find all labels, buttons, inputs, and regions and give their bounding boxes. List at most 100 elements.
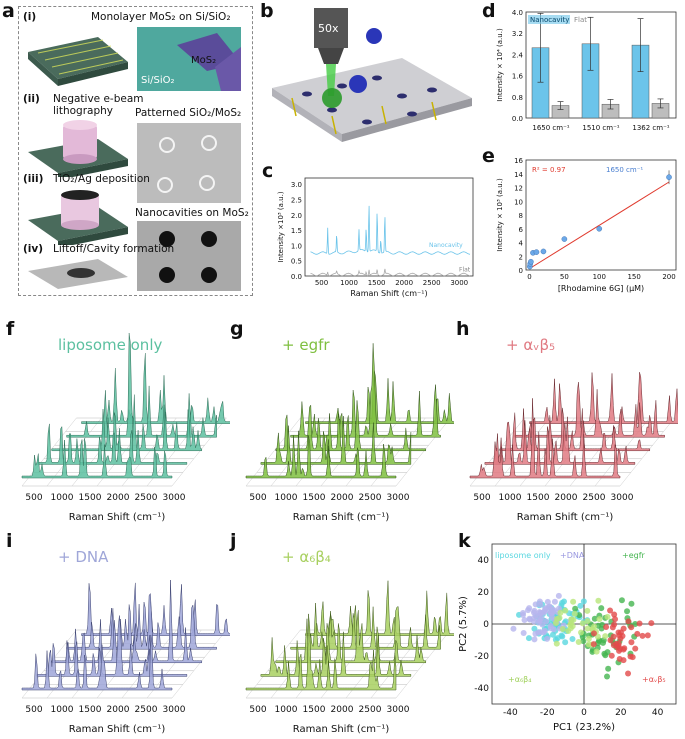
sem-patterned [137,123,241,203]
x-tick-label: 1000 [51,493,74,503]
pca-point [616,655,623,662]
pca-point [632,621,639,628]
x-tick-label: 500 [25,493,42,503]
panel-label-c: c [262,160,274,182]
pca-point [578,629,585,636]
panel-label-f: f [6,318,15,340]
legend-flat: Flat [574,16,587,24]
x-tick-label: 500 [315,279,328,287]
pca-point [531,625,538,632]
spectrum-trace [260,416,412,465]
pca-point [577,602,584,609]
plot-frame [525,159,677,271]
pca-point [537,629,544,636]
pca-point [584,618,591,625]
pca-point [544,635,551,642]
pca-point [525,635,532,642]
pca-point [618,597,625,604]
pca-point [644,632,651,639]
y-axis-title: Intensity × 10⁴ (a.u.) [496,28,504,102]
x-tick-label: 200 [662,273,675,281]
pca-point [568,616,575,623]
x-axis-title: PC1 (23.2%) [553,722,615,733]
y-tick-label: 20 [478,588,490,598]
pca-point [604,613,611,620]
x-tick-label: 3000 [163,705,186,715]
pca-point [620,625,627,632]
panel-j: 500 1000 1500 2000 2500 3000 Raman Shift (cm⁻¹… [232,530,454,738]
pca-point [579,620,586,627]
spectrum-trace [245,613,397,691]
pca-point [562,607,569,614]
pca-point [544,598,551,605]
grid-line [245,417,301,487]
spectrum-trace [81,353,230,424]
pca-point [607,607,614,614]
pca-point [627,653,634,660]
pca-point [551,598,558,605]
x-tick-label: 1500 [303,705,326,715]
pca-point [607,637,614,644]
legend-avb5: +αᵥβ₅ [642,675,666,684]
pca-point [562,639,569,646]
x-tick-label: 50 [560,273,569,281]
y-tick-label: 3.0 [291,181,302,189]
pca-point [614,643,621,650]
pca-point [571,610,578,617]
y-tick-label: 0.0 [512,115,523,123]
grid-line [494,417,550,487]
x-tick-label: 2000 [107,705,130,715]
waterfall-plot: 500 1000 1500 2000 2500 3000 Raman Shift (cm⁻¹… [21,332,230,523]
x-tick-label: 1000 [275,705,298,715]
pca-point [532,601,539,608]
legend-nanocavity: Nanocavity [429,242,463,249]
micro-title-patterned: Patterned SiO₂/MoS₂ [135,107,242,119]
x-tick-label: 3000 [450,279,468,287]
pca-point [521,617,528,624]
panel-title: + egfr [282,336,330,354]
micro-title-nanocavities: Nanocavities on MoS₂ [135,207,249,219]
pca-point [594,633,601,640]
pca-point [600,639,607,646]
y-tick-label: 10 [514,198,523,206]
x-tick-label: 1000 [275,493,298,503]
pca-point [531,607,538,614]
x-tick-label: -20 [540,708,555,718]
legend-liposome: liposome only [495,551,551,560]
sem-nanocavities [137,221,241,291]
pca-point [565,628,572,635]
pca-point [593,648,600,655]
pca-point [634,630,641,637]
waterfall-plot: 500 1000 1500 2000 2500 3000 Raman Shift (cm⁻¹… [21,548,230,735]
panel-label-i: i [6,530,13,552]
y-tick-label: 4 [519,240,524,248]
panel-label-b: b [260,0,274,22]
y-tick-label: 0.8 [512,94,523,102]
y-axis-title: Intensity ×10³ (a.u.) [277,191,285,262]
panel-d-plot: 0.0 0.8 1.6 2.4 3.2 4.0 Intensity × 10⁴ (a.u.)… [496,9,677,132]
panel-k-plot: -40 -20 0 20 40 -40 -20 0 20 40 PC1 (23.2%) PC2 (5.… [458,543,677,733]
pca-point [609,624,616,631]
pca-point [604,673,611,680]
data-point [533,249,540,255]
pca-point [608,652,615,659]
pca-point [530,615,537,622]
y-tick-label: -20 [474,652,489,662]
x-tick-label: 20 [615,708,627,718]
waterfall-plot: 500 1000 1500 2000 2500 3000 Raman Shift (cm⁻¹… [469,336,678,523]
grid-line [370,417,426,487]
x-tick-label: 100 [593,273,606,281]
pca-point [580,598,587,605]
pca-point [628,600,635,607]
legend-swatch [528,15,570,24]
step-4-text: Liftoff/Cavity formation [53,243,175,255]
x-axis-title: [Rhodamine 6G] (μM) [558,284,644,293]
pca-point [537,601,544,608]
waterfall-plot: 500 1000 1500 2000 2500 3000 Raman Shift (cm⁻¹… [245,548,454,735]
panel-title: + αᵥβ₅ [506,336,555,354]
x-tick-label: 0 [581,708,587,718]
pca-point [510,625,517,632]
grid-line [171,629,227,699]
grid-line [395,629,451,699]
y-tick-label: 2.4 [512,51,524,59]
